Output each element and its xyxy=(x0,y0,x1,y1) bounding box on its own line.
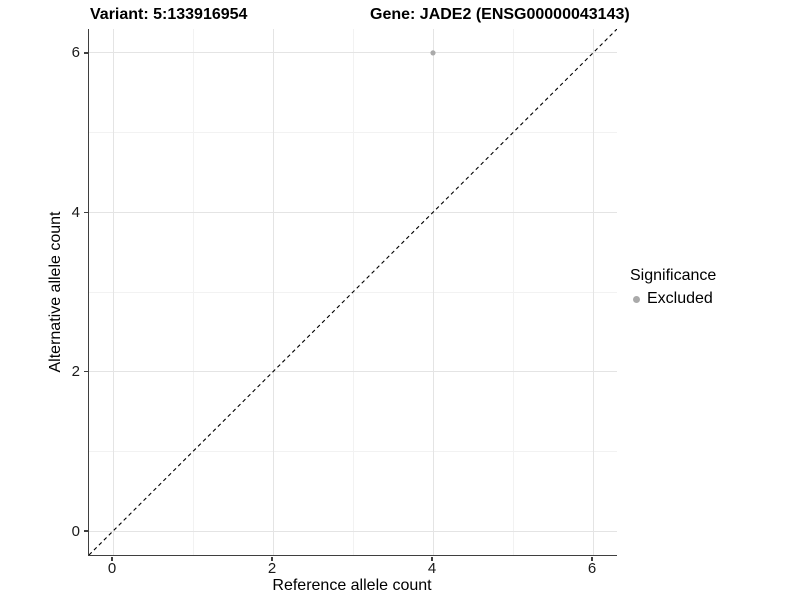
data-point-excluded xyxy=(430,50,436,56)
y-tick-mark xyxy=(83,530,88,532)
y-tick-label: 0 xyxy=(71,522,80,540)
x-tick-mark xyxy=(591,556,593,561)
x-tick-label: 4 xyxy=(427,560,437,577)
plot-canvas xyxy=(89,29,617,555)
x-tick-mark xyxy=(111,556,113,561)
major-gridline-y xyxy=(89,52,617,54)
plot-title-variant: Variant: 5:133916954 xyxy=(90,6,248,23)
y-tick-label: 4 xyxy=(71,203,80,221)
legend-item-label: Excluded xyxy=(647,290,713,307)
minor-gridline-y xyxy=(89,450,617,452)
minor-gridline-y xyxy=(89,132,617,134)
y-tick-mark xyxy=(83,211,88,214)
legend-point-icon xyxy=(633,295,640,303)
legend: Significance Excluded xyxy=(630,267,716,308)
x-axis-title: Reference allele count xyxy=(272,577,432,594)
plot-panel xyxy=(88,29,617,556)
major-gridline-y xyxy=(89,211,617,213)
y-tick-mark xyxy=(83,370,88,373)
identity-dashed-line xyxy=(89,29,617,555)
y-axis-title: Alternative allele count xyxy=(47,211,64,373)
y-tick-mark xyxy=(83,52,88,54)
major-gridline-y xyxy=(89,371,617,373)
major-gridline-x xyxy=(432,29,434,555)
major-gridline-x xyxy=(112,29,114,555)
major-gridline-y xyxy=(89,530,617,532)
major-gridline-x xyxy=(592,29,594,555)
x-tick-mark xyxy=(431,556,433,561)
plot-title-gene: Gene: JADE2 (ENSG00000043143) xyxy=(370,6,630,23)
y-tick-label: 6 xyxy=(71,44,80,62)
legend-item-excluded: Excluded xyxy=(630,290,716,308)
legend-title: Significance xyxy=(630,267,717,284)
x-tick-label: 2 xyxy=(267,560,277,577)
major-gridline-x xyxy=(272,29,274,555)
x-tick-label: 6 xyxy=(587,560,597,577)
y-tick-label: 2 xyxy=(71,363,80,381)
x-tick-mark xyxy=(271,556,273,561)
x-tick-label: 0 xyxy=(107,560,117,577)
